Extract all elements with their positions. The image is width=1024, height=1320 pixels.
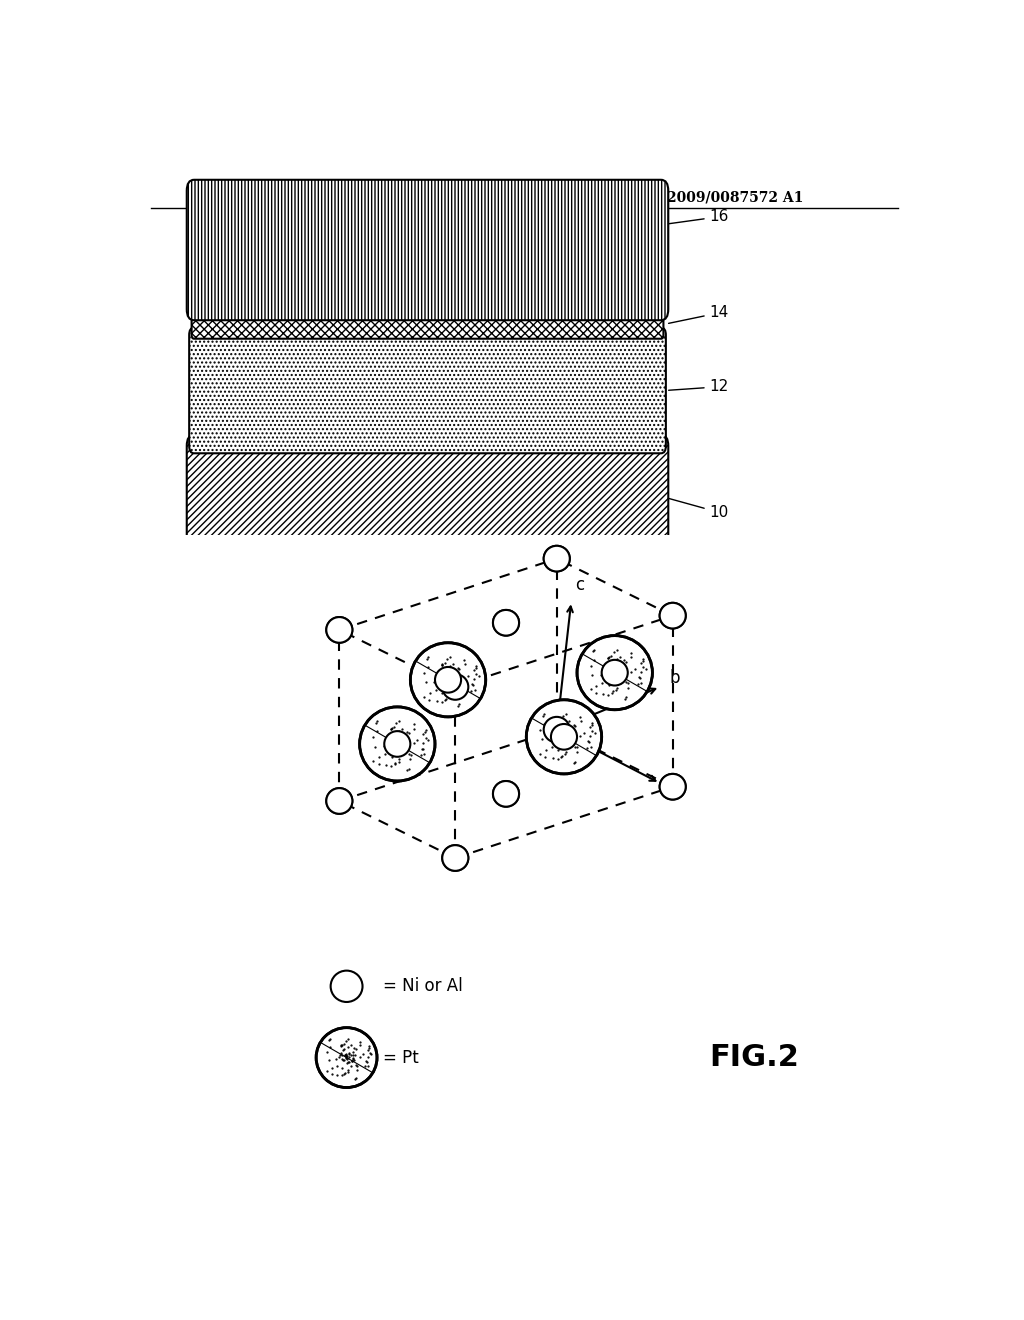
Text: 16: 16 bbox=[669, 210, 729, 224]
FancyBboxPatch shape bbox=[186, 434, 669, 545]
Circle shape bbox=[544, 717, 569, 743]
Circle shape bbox=[602, 660, 628, 685]
Text: 10: 10 bbox=[669, 499, 729, 520]
Circle shape bbox=[551, 723, 578, 750]
Circle shape bbox=[442, 675, 468, 700]
Circle shape bbox=[411, 643, 485, 717]
Circle shape bbox=[544, 545, 569, 572]
Circle shape bbox=[327, 616, 352, 643]
Circle shape bbox=[442, 845, 468, 871]
Circle shape bbox=[659, 603, 686, 628]
Circle shape bbox=[602, 660, 628, 685]
Circle shape bbox=[526, 700, 602, 774]
Text: 14: 14 bbox=[669, 305, 729, 323]
Circle shape bbox=[493, 610, 519, 636]
Circle shape bbox=[327, 788, 352, 814]
Circle shape bbox=[442, 845, 468, 871]
Circle shape bbox=[384, 731, 411, 756]
Circle shape bbox=[659, 774, 686, 800]
Circle shape bbox=[435, 667, 461, 693]
Circle shape bbox=[316, 1028, 377, 1088]
Text: 12: 12 bbox=[669, 379, 729, 395]
Text: c: c bbox=[574, 577, 584, 594]
Circle shape bbox=[493, 781, 519, 807]
FancyBboxPatch shape bbox=[186, 180, 669, 321]
Circle shape bbox=[359, 708, 435, 781]
Text: = Pt: = Pt bbox=[383, 1048, 419, 1067]
Circle shape bbox=[442, 675, 468, 700]
Text: Patent Application Publication: Patent Application Publication bbox=[190, 191, 430, 205]
Circle shape bbox=[544, 545, 569, 572]
Circle shape bbox=[578, 636, 652, 710]
Text: US 2009/0087572 A1: US 2009/0087572 A1 bbox=[640, 191, 803, 205]
Text: = Ni or Al: = Ni or Al bbox=[383, 977, 463, 995]
Circle shape bbox=[659, 603, 686, 628]
Text: a: a bbox=[669, 779, 679, 797]
Text: FIG.2: FIG.2 bbox=[709, 1043, 799, 1072]
Circle shape bbox=[327, 616, 352, 643]
Circle shape bbox=[493, 610, 519, 636]
Circle shape bbox=[659, 774, 686, 800]
FancyBboxPatch shape bbox=[189, 327, 666, 453]
Circle shape bbox=[384, 731, 411, 756]
Text: b: b bbox=[669, 669, 680, 688]
Circle shape bbox=[493, 781, 519, 807]
Circle shape bbox=[331, 970, 362, 1002]
FancyBboxPatch shape bbox=[191, 305, 664, 339]
Circle shape bbox=[544, 717, 569, 743]
Circle shape bbox=[551, 723, 578, 750]
Circle shape bbox=[435, 667, 461, 693]
Text: FIG.1: FIG.1 bbox=[213, 424, 287, 447]
Text: Apr. 2, 2009   Sheet 1 of 6: Apr. 2, 2009 Sheet 1 of 6 bbox=[415, 191, 616, 205]
Circle shape bbox=[327, 788, 352, 814]
